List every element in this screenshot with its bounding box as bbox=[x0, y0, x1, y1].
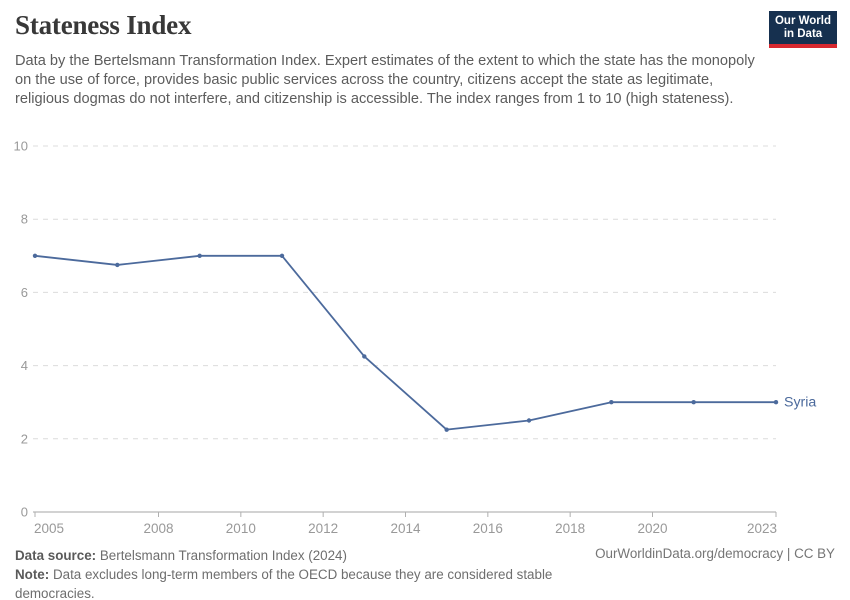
data-point[interactable] bbox=[526, 418, 532, 423]
y-tick-label: 4 bbox=[21, 358, 28, 373]
y-tick-label: 2 bbox=[21, 431, 28, 446]
chart-subtitle: Data by the Bertelsmann Transformation I… bbox=[15, 53, 755, 107]
x-tick-label: 2012 bbox=[308, 521, 338, 536]
data-source-text: Bertelsmann Transformation Index (2024) bbox=[99, 548, 347, 563]
owid-logo-text-line2: in Data bbox=[783, 27, 823, 40]
credit-link[interactable]: OurWorldinData.org/democracy | CC BY bbox=[595, 546, 835, 561]
footer-notes: Data source: Bertelsmann Transformation … bbox=[15, 546, 595, 600]
note-label: Note: bbox=[15, 567, 50, 582]
data-point[interactable] bbox=[773, 400, 779, 405]
data-point[interactable] bbox=[609, 400, 614, 405]
x-tick-label: 2016 bbox=[473, 521, 503, 536]
series-line-syria[interactable] bbox=[34, 254, 777, 431]
x-tick-label: 2018 bbox=[555, 521, 585, 536]
note-text: Data excludes long-term members of the O… bbox=[15, 567, 553, 600]
y-tick-label: 10 bbox=[14, 139, 28, 154]
data-point[interactable] bbox=[691, 400, 696, 405]
y-tick-label: 0 bbox=[21, 505, 28, 520]
x-tick-label: 2020 bbox=[637, 521, 667, 536]
y-tick-label: 8 bbox=[21, 212, 28, 227]
x-tick-label: 2008 bbox=[143, 521, 173, 536]
x-tick-label: 2023 bbox=[747, 521, 777, 536]
line-chart[interactable]: 0 2 4 6 8 10 2005 2008 2010 2012 2014 2016 2018 2020 2… bbox=[0, 130, 850, 542]
data-point[interactable] bbox=[279, 253, 285, 258]
data-point[interactable] bbox=[444, 427, 449, 432]
chart-title: Stateness Index bbox=[15, 10, 192, 40]
x-tick-label: 2005 bbox=[34, 521, 64, 536]
x-tick-label: 2010 bbox=[226, 521, 256, 536]
owid-logo-text-line1: Our World bbox=[774, 14, 831, 27]
note-line: Note: Data excludes long-term members of… bbox=[15, 565, 595, 600]
data-point[interactable] bbox=[197, 253, 202, 258]
owid-logo[interactable]: Our World in Data bbox=[769, 11, 837, 48]
data-point[interactable] bbox=[32, 253, 38, 258]
data-source-line: Data source: Bertelsmann Transformation … bbox=[15, 546, 595, 565]
data-point[interactable] bbox=[362, 354, 367, 359]
data-source-label: Data source: bbox=[15, 548, 97, 563]
x-tick-label: 2014 bbox=[390, 521, 421, 536]
chart-footer: Data source: Bertelsmann Transformation … bbox=[15, 546, 835, 600]
series-label[interactable]: Syria bbox=[784, 395, 816, 411]
data-point[interactable] bbox=[115, 262, 120, 268]
y-tick-label: 6 bbox=[21, 285, 28, 300]
